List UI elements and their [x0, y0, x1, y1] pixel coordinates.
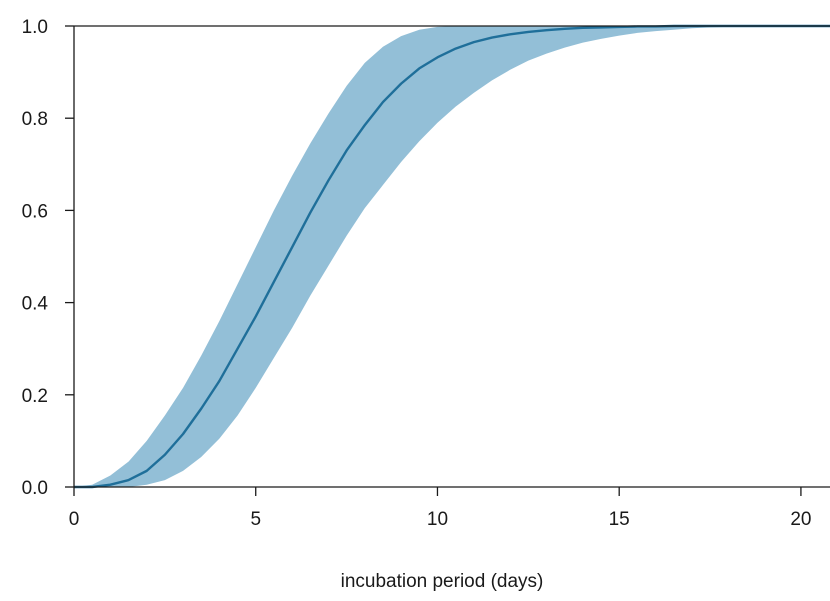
y-tick-label: 0.4: [22, 294, 49, 315]
x-tick-label: 15: [609, 509, 630, 530]
y-tick-label: 0.6: [22, 201, 48, 222]
y-tick-label: 0.8: [22, 109, 48, 130]
y-tick-label: 0.2: [22, 386, 48, 407]
x-tick-label: 10: [427, 509, 448, 530]
x-tick-label: 5: [250, 509, 261, 530]
y-ticks-layer: 0.0 0.2 0.4 0.6 0.8 1.0: [22, 17, 74, 499]
y-tick-label: 0.0: [22, 478, 48, 499]
axes-layer: [73, 25, 830, 488]
x-ticks-layer: 0 5 10 15 20: [69, 487, 811, 530]
x-axis-title: incubation period (days): [341, 571, 544, 592]
x-tick-label: 20: [790, 509, 811, 530]
x-tick-label: 0: [69, 509, 80, 530]
confidence-band: [74, 26, 830, 487]
y-tick-label: 1.0: [22, 17, 48, 38]
confidence-band-layer: [74, 26, 830, 487]
